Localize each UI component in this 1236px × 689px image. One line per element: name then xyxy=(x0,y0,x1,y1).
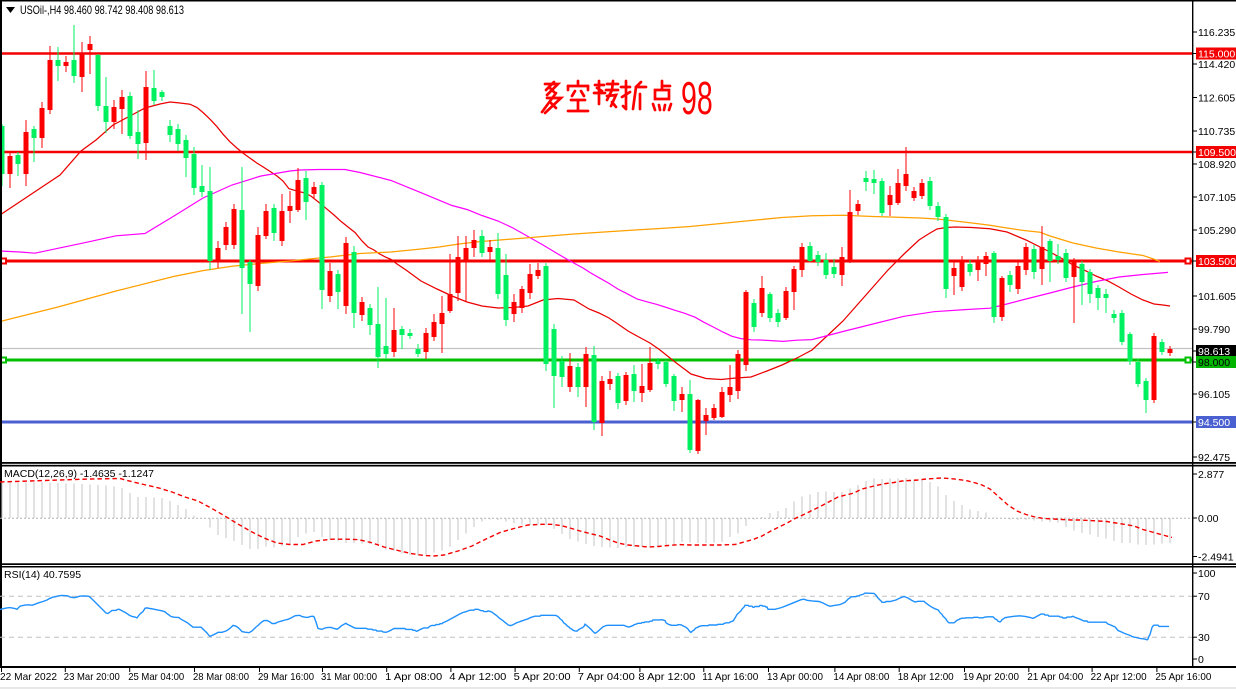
svg-text:18 Apr 12:00: 18 Apr 12:00 xyxy=(898,671,954,683)
svg-text:98.000: 98.000 xyxy=(1198,357,1230,369)
svg-text:MACD(12,26,9) -1.4635 -1.1247: MACD(12,26,9) -1.4635 -1.1247 xyxy=(4,468,154,480)
svg-text:92.475: 92.475 xyxy=(1198,452,1230,464)
svg-text:108.920: 108.920 xyxy=(1198,159,1236,171)
svg-text:109.500: 109.500 xyxy=(1198,147,1236,159)
svg-text:107.105: 107.105 xyxy=(1198,192,1236,204)
svg-text:23 Mar 20:00: 23 Mar 20:00 xyxy=(64,671,120,683)
svg-text:21 Apr 04:00: 21 Apr 04:00 xyxy=(1027,671,1083,683)
svg-text:98.613: 98.613 xyxy=(1198,346,1230,358)
svg-text:99.790: 99.790 xyxy=(1198,324,1230,336)
svg-text:19 Apr 20:00: 19 Apr 20:00 xyxy=(963,671,1019,683)
svg-text:25 Apr 16:00: 25 Apr 16:00 xyxy=(1155,671,1211,683)
svg-text:USOil-,H4 98.460 98.742 98.40: USOil-,H4 98.460 98.742 98.408 98.613 xyxy=(20,3,184,17)
svg-text:25 Mar 04:00: 25 Mar 04:00 xyxy=(128,671,184,683)
svg-text:-2.4941: -2.4941 xyxy=(1198,552,1234,564)
svg-text:103.500: 103.500 xyxy=(1198,256,1236,268)
svg-text:112.605: 112.605 xyxy=(1198,93,1235,105)
svg-text:13 Apr 00:00: 13 Apr 00:00 xyxy=(767,671,823,683)
svg-text:96.105: 96.105 xyxy=(1198,389,1230,401)
svg-text:115.000: 115.000 xyxy=(1198,49,1235,61)
svg-text:11 Apr 16:00: 11 Apr 16:00 xyxy=(702,671,758,683)
svg-text:1 Apr 08:00: 1 Apr 08:00 xyxy=(385,671,442,683)
svg-text:29 Mar 16:00: 29 Mar 16:00 xyxy=(258,671,314,683)
svg-text:101.605: 101.605 xyxy=(1198,291,1236,303)
svg-text:22 Mar 2022: 22 Mar 2022 xyxy=(0,671,57,683)
svg-text:7 Apr 04:00: 7 Apr 04:00 xyxy=(578,671,635,683)
svg-text:31 Mar 00:00: 31 Mar 00:00 xyxy=(321,671,377,683)
svg-text:70: 70 xyxy=(1198,591,1210,603)
svg-text:105.290: 105.290 xyxy=(1198,225,1236,237)
svg-text:114.420: 114.420 xyxy=(1198,59,1235,71)
svg-text:22 Apr 12:00: 22 Apr 12:00 xyxy=(1091,671,1147,683)
svg-text:30: 30 xyxy=(1198,632,1210,644)
svg-text:0: 0 xyxy=(1198,654,1204,666)
svg-text:2.877: 2.877 xyxy=(1198,469,1224,481)
svg-text:116.235: 116.235 xyxy=(1198,27,1235,39)
svg-text:94.500: 94.500 xyxy=(1198,417,1230,429)
svg-text:100: 100 xyxy=(1198,568,1216,580)
svg-text:110.735: 110.735 xyxy=(1198,126,1235,138)
svg-text:28 Mar 08:00: 28 Mar 08:00 xyxy=(193,671,249,683)
svg-text:RSI(14) 40.7595: RSI(14) 40.7595 xyxy=(4,569,81,581)
svg-text:0.00: 0.00 xyxy=(1198,513,1219,525)
svg-text:14 Apr 08:00: 14 Apr 08:00 xyxy=(833,671,889,683)
svg-text:5 Apr 20:00: 5 Apr 20:00 xyxy=(514,671,571,683)
svg-text:8 Apr 12:00: 8 Apr 12:00 xyxy=(638,671,695,683)
svg-text:4 Apr 12:00: 4 Apr 12:00 xyxy=(449,671,506,683)
svg-text:98: 98 xyxy=(681,73,713,125)
